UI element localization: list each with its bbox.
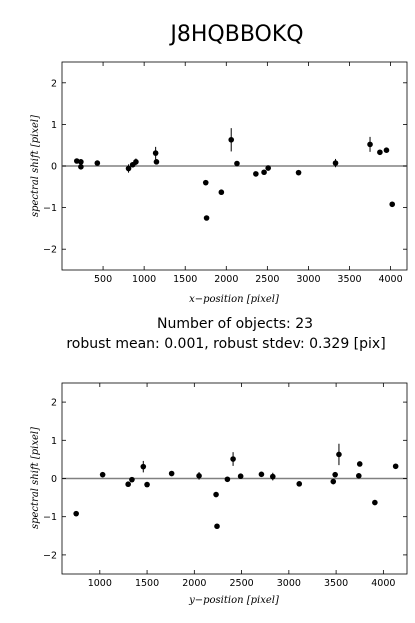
data-point (78, 159, 84, 165)
x-tick-label: 3500 (337, 274, 361, 285)
data-point (367, 141, 373, 148)
data-point (203, 215, 210, 221)
data-point (144, 481, 150, 488)
x-tick-label: 1500 (173, 274, 197, 285)
data-point (202, 179, 209, 186)
y-axis-label-bottom: spectral shift [pixel] (30, 427, 41, 529)
x-tick-label: 1000 (132, 274, 156, 285)
panel-y-position: y−position [pixel] spectral shift [pixel… (30, 382, 408, 606)
data-point (125, 481, 131, 488)
x-tick-label: 3000 (277, 578, 301, 589)
x-tick-label: 1000 (88, 578, 112, 589)
data-point (237, 473, 244, 480)
y-tick-label: 1 (51, 436, 57, 447)
y-tick-label: −1 (43, 203, 57, 214)
panel-x-position: x−position [pixel] spectral shift [pixel… (30, 61, 408, 305)
object-count-text: Number of objects: 23 (157, 316, 313, 332)
data-point (129, 476, 135, 483)
x-tick-label: 4000 (371, 578, 395, 589)
data-point (140, 463, 147, 470)
y-tick-label: 1 (51, 120, 57, 131)
x-tick-label: 1500 (135, 578, 159, 589)
data-point (196, 473, 202, 479)
y-tick-label: 0 (51, 474, 57, 485)
data-point (389, 201, 396, 208)
y-tick-label: −2 (43, 550, 57, 561)
data-point (372, 499, 378, 506)
data-point (355, 473, 362, 479)
data-point (213, 491, 219, 498)
x-tick-label: 3500 (324, 578, 348, 589)
x-tick-label: 4000 (378, 274, 402, 285)
data-point (125, 165, 132, 172)
data-point (152, 150, 159, 156)
data-point (78, 164, 84, 170)
x-axis-label-top: x−position [pixel] (189, 294, 279, 305)
x-tick-label: 2000 (182, 578, 206, 589)
data-point (214, 523, 220, 530)
robust-stats-text: robust mean: 0.001, robust stdev: 0.329 … (66, 336, 385, 352)
data-point (383, 147, 390, 153)
figure-title: J8HQBBOKQ (168, 22, 303, 47)
x-axis-label-bottom: y−position [pixel] (188, 595, 279, 606)
data-point (332, 471, 338, 478)
data-point (228, 136, 235, 143)
data-point (269, 473, 276, 480)
data-point (258, 471, 265, 478)
data-point (253, 171, 259, 177)
data-point (336, 451, 342, 458)
x-tick-label: 2000 (214, 274, 238, 285)
data-point (261, 169, 267, 176)
data-point (356, 461, 363, 467)
data-point (218, 189, 225, 196)
data-point (330, 478, 337, 485)
y-tick-label: 2 (51, 398, 57, 409)
y-tick-label: −1 (43, 512, 57, 523)
y-tick-label: 2 (51, 78, 57, 89)
x-tick-label: 2500 (255, 274, 279, 285)
data-point (296, 481, 303, 487)
data-point (332, 160, 339, 166)
y-tick-label: −2 (43, 245, 57, 256)
data-point (73, 510, 79, 517)
data-point (295, 169, 302, 176)
data-point (153, 159, 160, 165)
x-tick-label: 2500 (229, 578, 253, 589)
y-tick-label: 0 (51, 162, 57, 173)
data-point (133, 159, 139, 165)
data-point (99, 471, 106, 478)
data-point (94, 160, 101, 166)
data-point (230, 456, 236, 462)
x-tick-label: 500 (94, 274, 112, 285)
x-tick-label: 3000 (296, 274, 320, 285)
data-point (392, 463, 399, 470)
data-point (265, 165, 271, 171)
data-point (377, 149, 383, 156)
data-point (224, 476, 231, 483)
y-axis-label-top: spectral shift [pixel] (30, 115, 41, 217)
data-point (168, 470, 175, 477)
data-point (234, 160, 240, 167)
